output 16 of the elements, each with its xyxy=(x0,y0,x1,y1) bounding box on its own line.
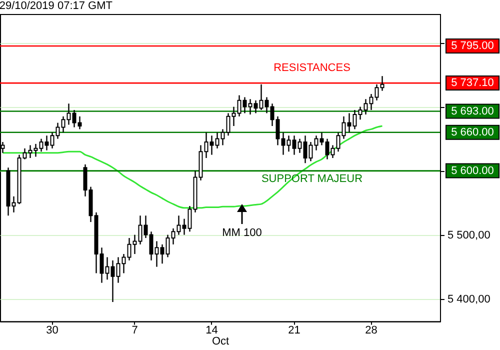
x-tick-label: 21 xyxy=(288,324,300,337)
x-tick-label: 14 xyxy=(206,324,218,337)
ref-line-label: 5 660.00 xyxy=(451,126,494,138)
annotation: RESISTANCES xyxy=(274,62,350,74)
x-tick-label: 7 xyxy=(132,324,138,337)
x-tick-label: 28 xyxy=(365,324,378,337)
chart-title: 29/10/2019 07:17 GMT xyxy=(0,0,113,12)
y-tick-label: 5 400,00 xyxy=(448,293,490,306)
ref-line-label: 5 795.00 xyxy=(451,40,494,52)
x-axis-title: Oct xyxy=(212,336,230,348)
annotation: MM 100 xyxy=(222,227,262,239)
y-tick-label: 5 500,00 xyxy=(448,229,490,242)
ref-line-label: 5 693.00 xyxy=(451,105,494,118)
ref-line-label: 5 600.00 xyxy=(451,164,494,177)
x-tick-label: 30 xyxy=(46,324,58,337)
ref-line-label: 5 737.10 xyxy=(451,77,494,90)
